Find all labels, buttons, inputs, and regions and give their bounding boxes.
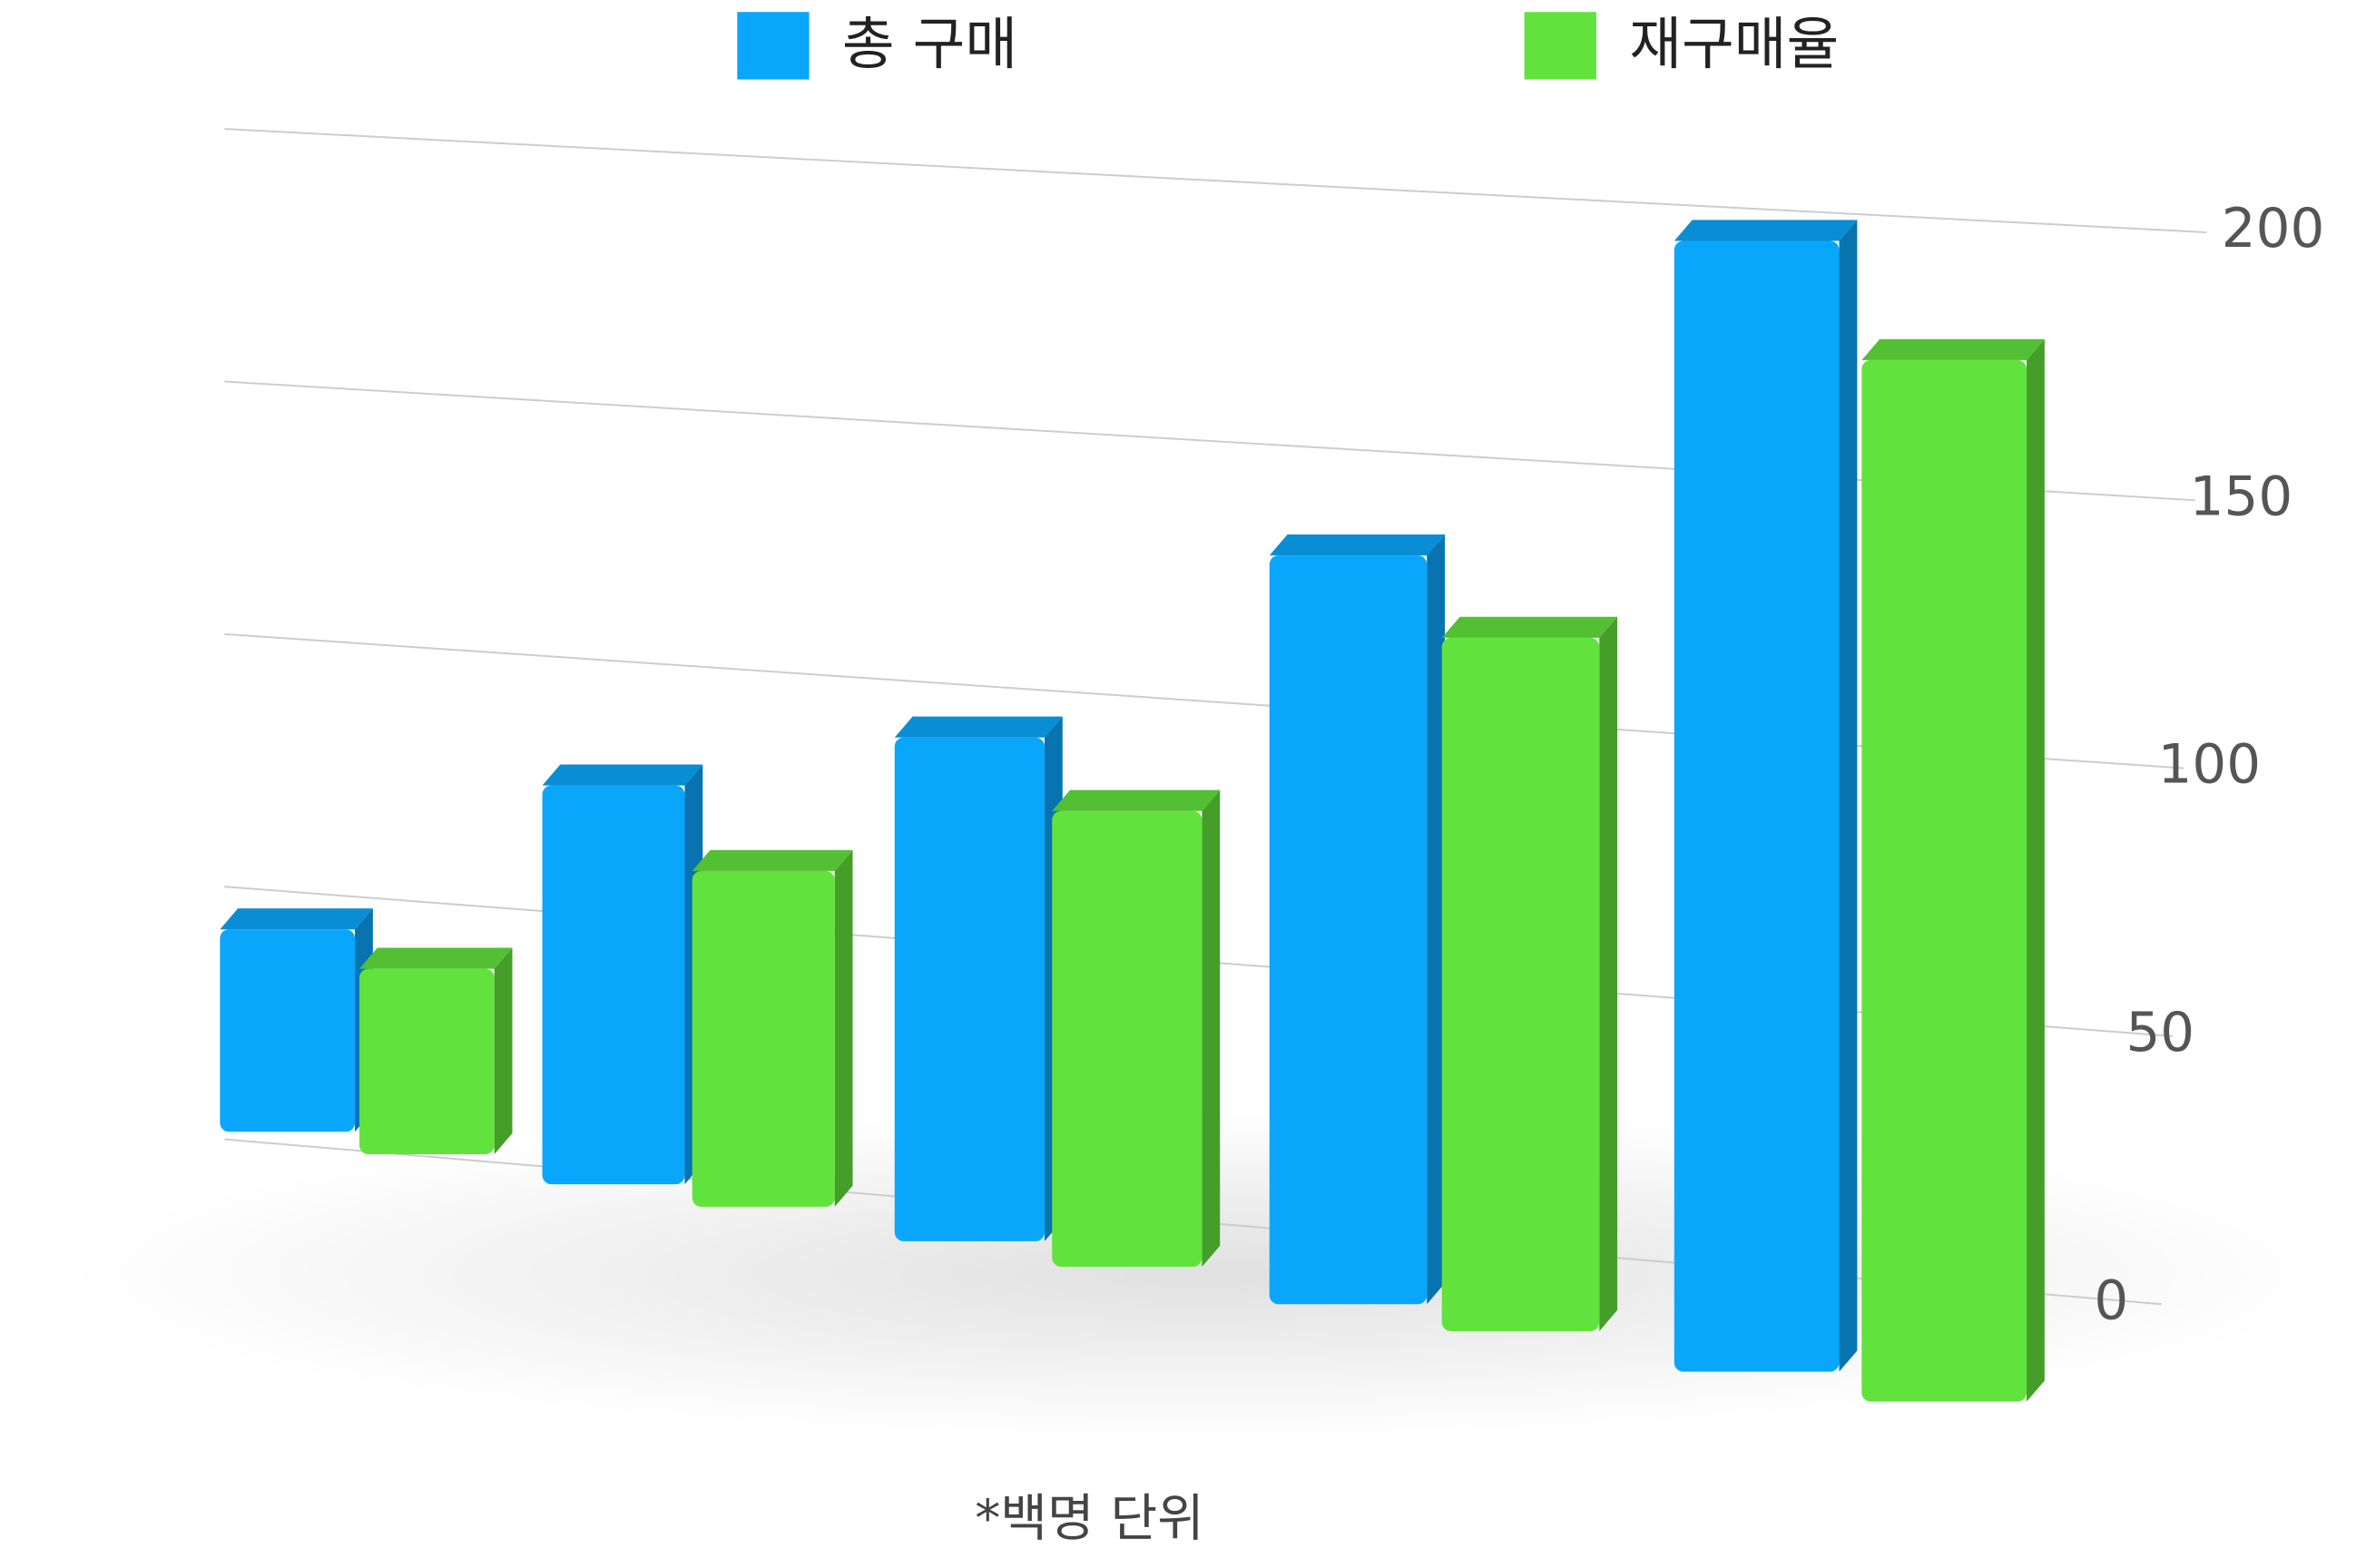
bar-top [220,908,373,930]
bar [1269,555,1428,1305]
bar [894,737,1045,1241]
bar-top [692,849,853,871]
bar-top [1269,534,1446,556]
bar [1052,810,1203,1267]
bar-side [2027,338,2045,1402]
bar-side [834,849,853,1207]
bar-top [1861,338,2045,360]
bar [220,929,356,1132]
bar [692,870,835,1207]
y-tick-label: 200 [2222,198,2325,260]
bar-side [1202,789,1221,1267]
bar-side [494,947,513,1155]
legend-label: 재구매율 [1629,11,1839,77]
y-tick-label: 0 [2094,1269,2128,1332]
y-tick-label: 150 [2190,466,2293,528]
grid-line [224,632,2184,769]
y-tick-label: 100 [2158,734,2262,797]
bar-top [894,716,1063,738]
bar-side [1427,534,1446,1305]
note: *백명 단위 [975,1489,1204,1548]
legend-swatch [737,12,810,80]
bar-top [1052,789,1221,811]
y-tick-label: 50 [2125,1002,2194,1064]
bar-top [1441,616,1618,638]
bar-top [542,764,703,786]
legend-swatch [1524,12,1596,80]
bar-side [1599,616,1618,1331]
legend-label: 총 구매 [842,11,1017,77]
bar [359,968,495,1155]
bar [542,785,685,1185]
bar-top [1674,220,1858,241]
grid-line [224,128,2207,234]
bar-side [1839,220,1858,1372]
bar [1674,240,1840,1372]
bar [1441,637,1600,1331]
bar [1861,359,2027,1402]
bar-top [359,947,513,969]
